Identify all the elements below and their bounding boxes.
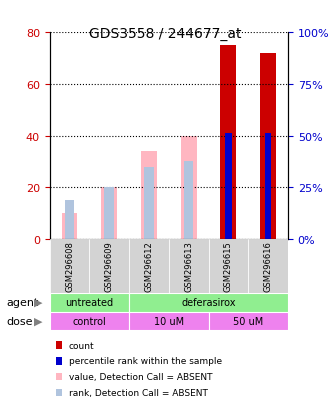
Text: count: count [69, 341, 94, 350]
Text: GSM296612: GSM296612 [144, 241, 154, 292]
Text: value, Detection Call = ABSENT: value, Detection Call = ABSENT [69, 372, 213, 381]
Bar [105, 188, 114, 240]
Bar [144, 167, 154, 240]
Bar [181, 136, 197, 240]
Bar [265, 134, 271, 240]
Text: GSM296613: GSM296613 [184, 241, 193, 292]
FancyBboxPatch shape [50, 293, 129, 312]
Text: 10 uM: 10 uM [154, 316, 184, 326]
Text: GSM296609: GSM296609 [105, 241, 114, 292]
FancyBboxPatch shape [89, 240, 129, 293]
Text: ▶: ▶ [34, 316, 42, 326]
FancyBboxPatch shape [129, 240, 169, 293]
FancyBboxPatch shape [50, 312, 129, 330]
Text: GDS3558 / 244677_at: GDS3558 / 244677_at [89, 27, 242, 41]
Text: deferasirox: deferasirox [181, 297, 236, 308]
Bar [65, 201, 74, 240]
Bar [220, 46, 236, 240]
Text: ▶: ▶ [34, 297, 42, 307]
Text: GSM296608: GSM296608 [65, 241, 74, 292]
Bar [141, 152, 157, 240]
Bar [225, 134, 232, 240]
Text: untreated: untreated [65, 297, 114, 308]
Bar [62, 214, 77, 240]
FancyBboxPatch shape [169, 240, 209, 293]
Text: 50 uM: 50 uM [233, 316, 263, 326]
Text: rank, Detection Call = ABSENT: rank, Detection Call = ABSENT [69, 388, 208, 397]
Text: agent: agent [7, 297, 39, 307]
FancyBboxPatch shape [209, 240, 248, 293]
Text: GSM296616: GSM296616 [263, 241, 273, 292]
Text: dose: dose [7, 316, 33, 326]
Text: GSM296615: GSM296615 [224, 241, 233, 292]
Text: control: control [72, 316, 106, 326]
FancyBboxPatch shape [129, 312, 209, 330]
FancyBboxPatch shape [248, 240, 288, 293]
Text: percentile rank within the sample: percentile rank within the sample [69, 356, 222, 366]
Bar [101, 188, 117, 240]
Bar [260, 54, 276, 240]
FancyBboxPatch shape [129, 293, 288, 312]
Bar [184, 162, 193, 240]
FancyBboxPatch shape [209, 312, 288, 330]
FancyBboxPatch shape [50, 240, 89, 293]
